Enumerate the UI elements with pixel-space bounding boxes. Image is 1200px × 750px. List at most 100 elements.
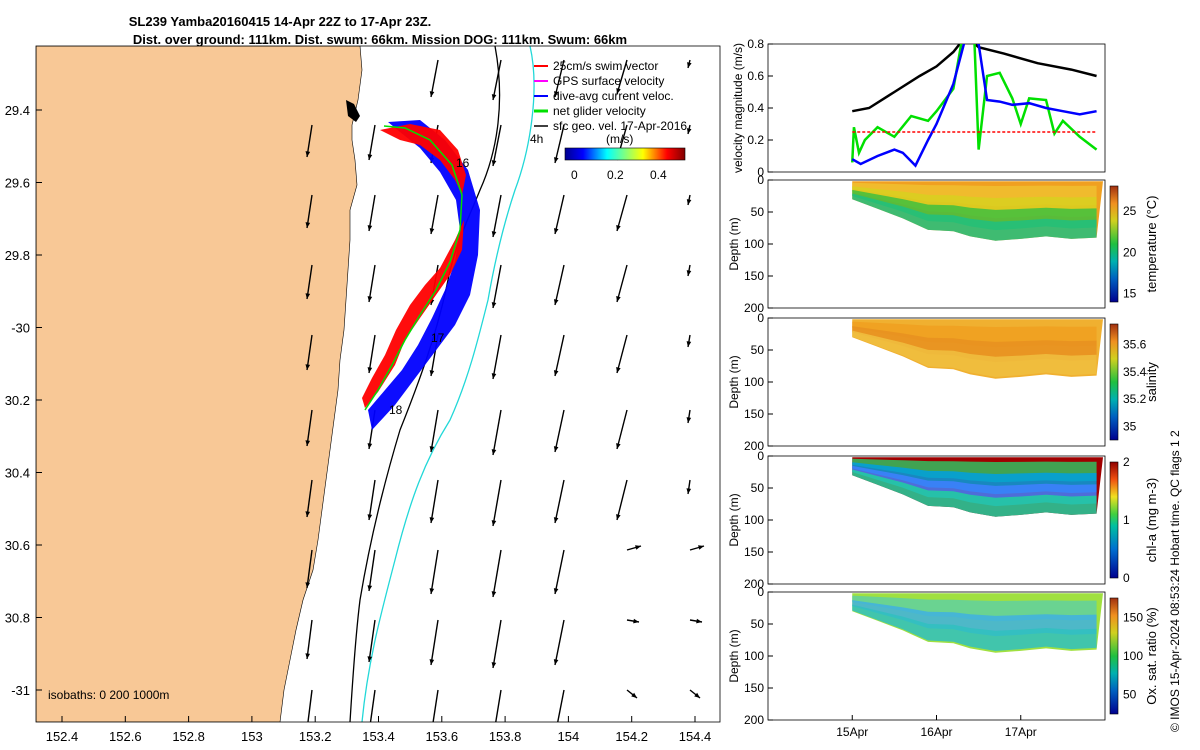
- depth-tick-label: 100: [744, 513, 764, 527]
- lon-tick-label: 154: [558, 729, 580, 744]
- velocity-arrow-head: [686, 270, 692, 276]
- velocity-arrow: [306, 479, 313, 518]
- colorbar-unit: (m/s): [606, 132, 633, 146]
- velocity-arrow-head: [633, 618, 639, 624]
- lon-tick-label: 153.2: [299, 729, 332, 744]
- heatmap-band: [852, 469, 1097, 517]
- velocity-arrow: [554, 619, 565, 666]
- velocity-arrow-head: [553, 446, 559, 452]
- svg-text:sfc geo. vel. 17-Apr-2016: sfc geo. vel. 17-Apr-2016: [553, 119, 687, 133]
- velocity-arrow-head: [553, 588, 559, 594]
- track-label-16: 16: [456, 156, 470, 170]
- velocity-arrow: [554, 549, 565, 595]
- time-tick-label: 15Apr: [836, 725, 868, 739]
- velocity-arrow-head: [429, 228, 435, 234]
- velocity-arrow-head: [429, 659, 435, 665]
- velocity-arrow: [492, 619, 502, 669]
- velocity-arrow: [557, 689, 565, 722]
- velocity-arrow: [554, 59, 565, 98]
- velocity-arrow-head: [698, 545, 704, 550]
- isobath-1000m: [361, 46, 535, 722]
- colorbar-tick-label: 2: [1123, 455, 1130, 469]
- velocity-arrow-head: [616, 443, 621, 449]
- velocity-arrow: [430, 479, 439, 524]
- svg-text:net glider velocity: net glider velocity: [553, 104, 646, 118]
- colorbar: [1109, 461, 1119, 579]
- velocity-arrow-head: [686, 128, 692, 134]
- velocity-arrow-head: [635, 545, 641, 550]
- velocity-arrow: [307, 689, 313, 722]
- lon-tick-label: 154.4: [679, 729, 712, 744]
- depth-tick-label: 200: [744, 301, 764, 315]
- velocity-arrow-head: [616, 367, 621, 373]
- time-tick-label: 16Apr: [920, 725, 952, 739]
- velocity-ylabel: velocity magnitude (m/s): [731, 43, 745, 173]
- velocity-arrow-head: [305, 440, 311, 446]
- svg-text:GPS surface velocity: GPS surface velocity: [553, 74, 664, 88]
- lon-tick-label: 153.8: [489, 729, 522, 744]
- velocity-arrow-head: [631, 692, 637, 698]
- lat-tick-label: 30.8: [5, 611, 30, 626]
- velocity-arrow: [306, 409, 313, 447]
- velocity-arrow-head: [553, 228, 559, 234]
- velocity-arrow-head: [553, 517, 559, 523]
- colorbar-tick-label: 35: [1123, 419, 1137, 433]
- velocity-arrow-head: [491, 591, 497, 597]
- lon-tick-label: 153.6: [426, 729, 459, 744]
- velocity-arrow: [369, 689, 376, 722]
- velocity-arrow-head: [616, 296, 621, 302]
- lat-tick-label: 29.6: [5, 176, 30, 191]
- colorbar-tick-label: 100: [1123, 649, 1143, 663]
- map-latitude-ticks: 29.4 29.6 29.8 -30 30.2 30.4 30.6 30.8 -31: [5, 103, 42, 698]
- velocity-arrow: [495, 689, 502, 722]
- velocity-ytick-label: 0.2: [747, 133, 764, 147]
- velocity-arrow-head: [491, 449, 497, 455]
- velocity-arrow: [492, 409, 502, 456]
- legend-gps-surface-velocity: GPS surface velocity: [534, 74, 664, 88]
- velocity-arrow: [492, 194, 502, 238]
- time-tick-label: 17Apr: [1005, 725, 1037, 739]
- colorbar-tick-0.2: 0.2: [607, 168, 624, 182]
- isobaths-label: isobaths: 0 200 1000m: [48, 688, 169, 702]
- velocity-arrow-head: [367, 443, 373, 449]
- velocity-arrow-head: [687, 62, 692, 68]
- colorbar-tick-0: 0: [571, 168, 578, 182]
- velocity-magnitude-panel: 0.8 0.6 0.4 0.2 0 velocity magnitude (m/s): [731, 37, 1106, 179]
- velocity-arrow-head: [616, 225, 621, 231]
- velocity-arrow: [616, 194, 628, 232]
- lat-tick-label: 29.4: [5, 103, 30, 118]
- depth-tick-label: 0: [757, 311, 764, 325]
- velocity-arrow: [368, 194, 376, 232]
- velocity-arrow: [554, 479, 565, 524]
- velocity-arrow-head: [367, 585, 373, 591]
- lon-tick-label: 154.2: [615, 729, 648, 744]
- temperature-heatmap-panel: 0 50 100 150 200 Depth (m) 25 20 15 temperature (…: [727, 173, 1159, 315]
- depth-tick-label: 0: [757, 449, 764, 463]
- velocity-arrow: [430, 619, 439, 666]
- heatmap-band: [852, 193, 1097, 241]
- svg-text:dive-avg current veloc.: dive-avg current veloc.: [553, 89, 674, 103]
- velocity-arrow: [616, 264, 628, 303]
- velocity-ytick-label: 0.8: [747, 37, 764, 51]
- colorbar-label: temperature (°C): [1144, 196, 1159, 293]
- velocity-arrow-head: [367, 154, 373, 160]
- velocity-series-line: [851, 44, 1097, 168]
- colorbar-tick-label: 150: [1123, 610, 1143, 624]
- velocity-arrow: [616, 409, 628, 450]
- velocity-arrow-head: [305, 653, 311, 659]
- velocity-arrow: [432, 689, 439, 722]
- depth-tick-label: 150: [744, 269, 764, 283]
- depth-tick-label: 200: [744, 439, 764, 453]
- colorbar-tick-label: 20: [1123, 245, 1137, 259]
- velocity-arrow: [306, 334, 313, 371]
- chart-title-line1: SL239 Yamba20160415 14-Apr 22Z to 17-Apr…: [128, 14, 432, 29]
- velocity-arrow-head: [305, 151, 311, 157]
- velocity-arrow-head: [686, 488, 692, 494]
- depth-tick-label: 150: [744, 545, 764, 559]
- lat-tick-label: 30.2: [5, 393, 30, 408]
- depth-tick-label: 50: [751, 205, 765, 219]
- velocity-arrow: [492, 334, 502, 380]
- velocity-axes: [767, 43, 1106, 173]
- depth-tick-label: 150: [744, 407, 764, 421]
